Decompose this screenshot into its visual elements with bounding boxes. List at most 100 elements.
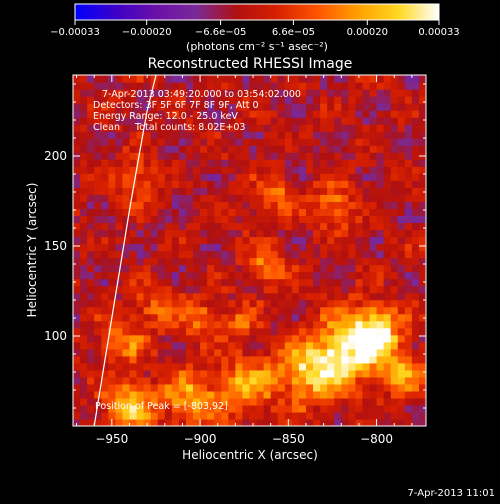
image-pixel [178,271,187,280]
image-pixel [73,271,81,280]
image-pixel [418,404,426,413]
image-pixel [101,369,109,378]
image-pixel [157,96,166,104]
image-pixel [193,348,201,357]
image-pixel [341,411,349,420]
image-pixel [397,250,406,259]
image-pixel [263,180,272,188]
image-pixel [235,201,244,209]
image-pixel [397,369,406,378]
image-pixel [270,180,279,188]
image-pixel [305,271,314,280]
image-pixel [101,271,109,280]
image-pixel [157,187,166,195]
image-pixel [101,348,109,357]
image-pixel [242,376,251,385]
image-pixel [284,229,293,238]
image-pixel [397,166,406,174]
image-pixel [369,229,378,238]
image-pixel [355,355,364,364]
image-pixel [383,369,392,378]
image-pixel [270,173,279,181]
image-pixel [242,362,251,371]
image-pixel [94,187,102,195]
image-pixel [369,383,378,392]
image-pixel [411,320,420,329]
image-pixel [122,215,131,224]
image-pixel [369,82,378,90]
image-pixel [207,369,215,378]
image-pixel [108,404,116,413]
image-pixel [143,278,152,287]
image-pixel [193,397,201,406]
image-pixel [178,320,187,329]
image-pixel [327,159,335,167]
image-pixel [291,327,300,336]
image-pixel [383,292,392,301]
image-pixel [150,292,159,301]
image-pixel [270,145,279,153]
image-pixel [122,257,131,266]
image-pixel [334,159,342,167]
image-pixel [136,362,145,371]
image-pixel [115,138,124,146]
image-pixel [207,103,215,111]
image-pixel [313,145,321,153]
image-pixel [214,320,222,329]
image-pixel [228,187,236,195]
image-pixel [284,117,293,125]
image-pixel [242,215,251,224]
image-pixel [249,264,258,273]
image-pixel [404,117,413,125]
image-pixel [136,369,145,378]
image-pixel [348,229,356,238]
image-pixel [334,320,342,329]
image-pixel [200,320,208,329]
image-pixel [418,383,426,392]
image-pixel [200,383,208,392]
image-pixel [200,145,208,153]
image-pixel [362,152,371,160]
image-pixel [171,96,180,104]
image-pixel [263,138,272,146]
image-pixel [207,243,215,252]
image-pixel [193,145,201,153]
image-pixel [115,320,124,329]
image-pixel [313,229,321,238]
image-pixel [383,96,392,104]
image-pixel [411,306,420,315]
image-pixel [200,236,208,245]
image-pixel [355,327,364,336]
image-pixel [214,194,222,202]
image-pixel [263,173,272,181]
image-pixel [193,264,201,273]
image-pixel [249,152,258,160]
image-pixel [115,152,124,160]
image-pixel [263,334,272,343]
image-pixel [94,418,102,426]
image-pixel [256,278,265,287]
image-pixel [256,194,265,202]
image-pixel [94,264,102,273]
image-pixel [334,355,342,364]
image-pixel [256,320,265,329]
image-pixel [87,152,95,160]
image-pixel [383,131,392,139]
image-pixel [313,376,321,385]
image-pixel [383,362,392,371]
image-pixel [313,166,321,174]
image-pixel [383,159,392,167]
image-pixel [136,152,145,160]
image-pixel [298,180,307,188]
image-pixel [193,117,201,125]
image-pixel [376,82,385,90]
image-pixel [94,96,102,104]
image-pixel [305,341,314,350]
image-pixel [185,341,194,350]
image-pixel [200,96,208,104]
image-pixel [207,264,215,273]
image-pixel [355,376,364,385]
x-axis-tick-label: −800 [360,432,393,446]
image-pixel [193,131,201,139]
image-pixel [228,124,236,132]
